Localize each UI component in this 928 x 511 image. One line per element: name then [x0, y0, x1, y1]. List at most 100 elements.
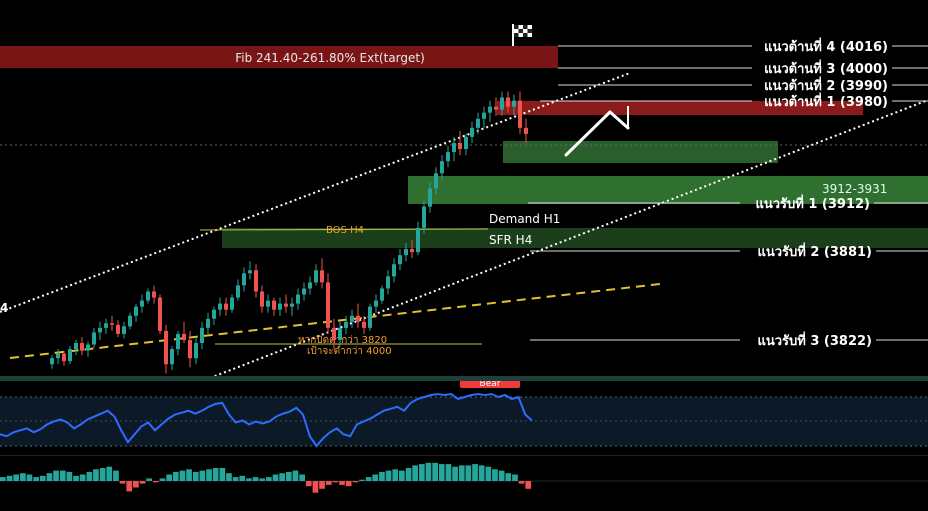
- break-below-label: หากปิดต่ำกว่า 3820: [298, 332, 387, 346]
- resistance-2-label: แนวต้านที่ 2 (3990): [764, 76, 888, 94]
- demand-h1-zone: [408, 176, 928, 204]
- candle-body: [398, 255, 402, 265]
- resistance-4-label: แนวต้านที่ 4 (4016): [764, 37, 888, 55]
- candle-body: [170, 349, 174, 365]
- oscillator-bar: [192, 471, 199, 481]
- oscillator-bar: [359, 479, 365, 481]
- oscillator-bar: [26, 474, 33, 481]
- oscillator-bar: [0, 477, 6, 481]
- oscillator-bar: [425, 462, 432, 481]
- reaction-zone: [503, 141, 778, 163]
- candle-body: [224, 303, 228, 310]
- candle-body: [56, 353, 60, 359]
- candle-body: [158, 297, 162, 331]
- candle-body: [308, 282, 312, 289]
- resistance-1-zone: [497, 101, 863, 115]
- level-lines: แนวต้านที่ 4 (4016) แนวต้านที่ 3 (4000) …: [528, 37, 928, 349]
- oscillator-bar: [126, 481, 133, 492]
- oscillator-bar: [385, 470, 392, 481]
- oscillator-bar: [372, 474, 379, 481]
- oscillator-bar: [246, 478, 252, 481]
- channel-lower-line: [209, 99, 928, 379]
- oscillator-bar: [239, 475, 246, 481]
- candle-body: [230, 297, 234, 310]
- candle-body: [104, 323, 108, 328]
- candle-body: [194, 343, 198, 359]
- candle-body: [74, 343, 78, 350]
- candle-body: [68, 349, 72, 362]
- rsi-line: [0, 393, 533, 448]
- oscillator-bar: [179, 470, 186, 481]
- oscillator-bar: [99, 468, 106, 481]
- candle-body: [116, 324, 120, 334]
- oscillator-bar: [305, 481, 312, 487]
- candle-body: [416, 227, 420, 253]
- oscillator-bar: [452, 466, 458, 481]
- oscillator-bar: [59, 470, 66, 481]
- candle-body: [164, 330, 168, 365]
- candle-body: [86, 344, 90, 351]
- oscillator-bar: [379, 471, 385, 481]
- oscillator-bar: [279, 473, 285, 481]
- candle-body: [320, 270, 324, 283]
- oscillator-bar: [86, 471, 93, 481]
- oscillator-bar: [106, 466, 113, 481]
- checkered-flag-icon: [512, 24, 532, 46]
- candle-body: [236, 285, 240, 298]
- oscillator-bar: [139, 481, 146, 484]
- oscillator-bar: [419, 464, 425, 481]
- oscillator-bar: [518, 481, 525, 484]
- candle-body: [146, 291, 150, 301]
- rsi-pane-separator: [0, 455, 928, 456]
- oscillator-bar: [432, 462, 438, 481]
- candle-body: [98, 327, 102, 333]
- candle-body: [350, 315, 354, 322]
- candle-body: [152, 291, 156, 298]
- candle-body: [260, 291, 264, 307]
- oscillator-bar: [133, 481, 139, 488]
- candle-body: [356, 315, 360, 322]
- candle-body: [206, 318, 210, 328]
- candle-body: [80, 343, 84, 351]
- candle-body: [506, 97, 510, 107]
- candle-body: [512, 100, 516, 107]
- oscillator-bar: [153, 481, 159, 483]
- candle-body: [290, 303, 294, 307]
- oscillator-bar: [292, 470, 299, 481]
- target-label: เป้าจะต่ำกว่า 4000: [307, 343, 392, 357]
- rsi-band: [0, 397, 928, 446]
- candle-body: [392, 264, 396, 277]
- candle-body: [314, 270, 318, 283]
- candle-body: [332, 327, 336, 340]
- candle-body: [248, 270, 252, 274]
- candle-body: [470, 127, 474, 137]
- oscillator-bar: [53, 470, 59, 481]
- candle-body: [62, 353, 66, 362]
- bear-marker-label: Bear: [480, 379, 501, 389]
- candle-body: [110, 323, 114, 325]
- candle-body: [386, 276, 390, 289]
- candle-body: [494, 106, 498, 110]
- oscillator-bar: [505, 473, 512, 481]
- oscillator-bar: [492, 469, 498, 481]
- oscillator-bar: [199, 470, 206, 481]
- candle-body: [482, 112, 486, 119]
- oscillator-bar: [465, 465, 472, 481]
- candle-body: [326, 282, 330, 328]
- oscillator-bar: [365, 477, 372, 481]
- candle-body: [266, 300, 270, 307]
- candle-body: [458, 142, 462, 150]
- oscillator-bar: [325, 481, 332, 485]
- oscillator-bar: [512, 474, 518, 481]
- resistance-3-label: แนวต้านที่ 3 (4000): [764, 59, 888, 77]
- oscillator-bar: [345, 481, 352, 487]
- candle-body: [344, 321, 348, 328]
- oscillator-bar: [458, 465, 465, 481]
- candle-body: [188, 340, 192, 359]
- candle-body: [284, 303, 288, 307]
- candle-body: [50, 358, 54, 365]
- oscillator-bar: [219, 468, 226, 481]
- fib-target-zone: [0, 46, 558, 68]
- candle-body: [488, 106, 492, 113]
